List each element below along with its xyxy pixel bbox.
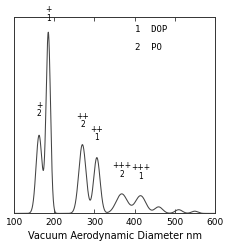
Text: ++: ++ <box>90 125 103 134</box>
Text: 2: 2 <box>37 109 41 118</box>
X-axis label: Vacuum Aerodynamic Diameter nm: Vacuum Aerodynamic Diameter nm <box>27 231 202 242</box>
Text: 1  DOP: 1 DOP <box>135 25 167 34</box>
Text: 1: 1 <box>95 133 99 143</box>
Text: 1: 1 <box>46 14 51 23</box>
Text: ++: ++ <box>76 112 89 121</box>
Text: 2: 2 <box>80 120 85 129</box>
Text: +: + <box>45 5 52 15</box>
Text: +++: +++ <box>112 162 131 170</box>
Text: 2  PO: 2 PO <box>135 43 161 52</box>
Text: 1: 1 <box>138 172 143 181</box>
Text: +: + <box>36 101 42 110</box>
Text: 2: 2 <box>119 170 124 179</box>
Text: +++: +++ <box>131 163 150 172</box>
